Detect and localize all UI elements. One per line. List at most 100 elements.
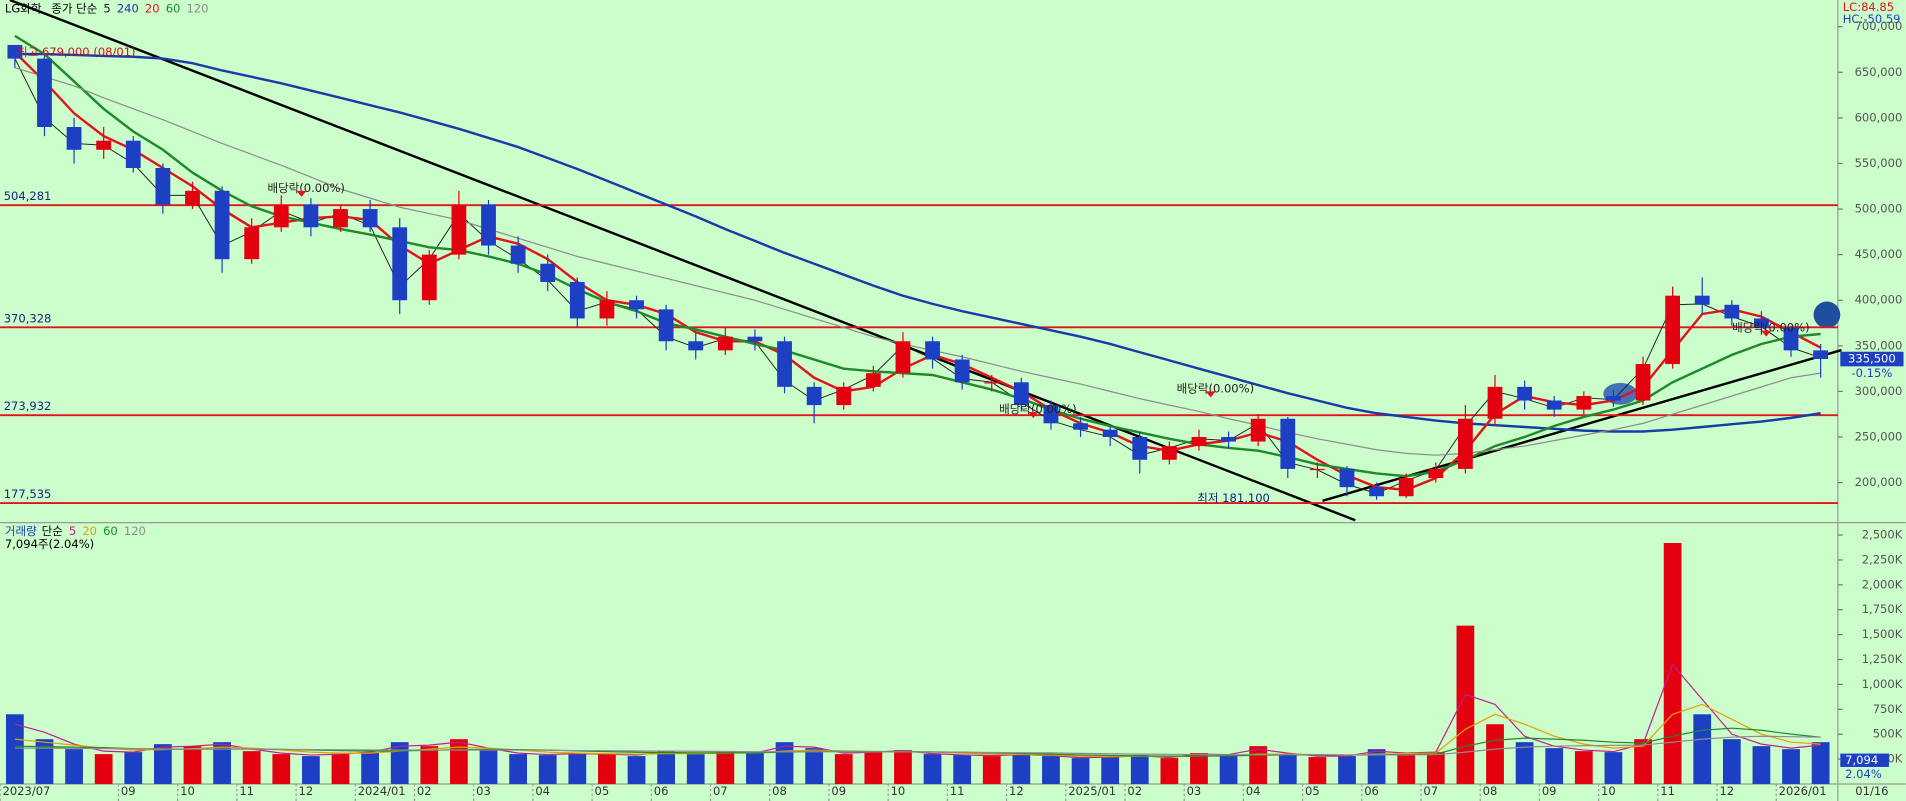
y-tick-label: 500K: [1873, 727, 1903, 741]
annotation: 배당락(0.00%): [267, 181, 344, 195]
last-price-box: [1840, 351, 1904, 367]
volume-bar: [1219, 755, 1238, 784]
volume-bar: [5, 714, 24, 784]
volume-bar: [1604, 752, 1623, 784]
candle-body: [1783, 327, 1799, 351]
legend-entry: 240: [117, 1, 139, 15]
level-label: 504,281: [4, 189, 52, 203]
volume-bar: [1456, 625, 1475, 784]
trend-line: [9, 0, 1356, 522]
y-tick-label: 600,000: [1855, 110, 1903, 124]
candle-body: [96, 140, 112, 150]
candle-body: [185, 190, 200, 205]
x-tick-label: 06: [654, 784, 669, 798]
candle-body: [629, 300, 644, 310]
volume-bar: [716, 752, 735, 784]
candle-body: [1191, 436, 1207, 447]
volume-current-box: [1840, 753, 1889, 767]
x-tick-label: 07: [713, 784, 728, 798]
candle-body: [1073, 423, 1088, 430]
candle-body: [747, 336, 763, 342]
candle-body: [540, 263, 556, 282]
candle-body: [569, 281, 585, 319]
volume-bar: [1811, 742, 1830, 784]
candle-body: [1250, 418, 1266, 442]
candle-body: [66, 127, 82, 150]
y-tick-label: 500,000: [1855, 202, 1903, 216]
volume-bar: [1782, 749, 1800, 784]
volume-bar: [1071, 758, 1090, 784]
candle-body: [303, 204, 319, 228]
volume-bar: [982, 756, 1001, 784]
candle-body: [1398, 478, 1414, 497]
ma-line: [14, 67, 1821, 456]
legend-entry: 20: [82, 524, 97, 538]
volume-bar: [1338, 756, 1356, 784]
volume-bar: [65, 749, 83, 784]
x-tick-label: 11: [1660, 784, 1675, 798]
volume-bar: [1308, 757, 1327, 784]
annotation-arrow: [1205, 391, 1216, 398]
volume-bar: [538, 755, 557, 784]
date-label: 01/16: [1855, 784, 1888, 798]
candle-body: [688, 341, 704, 351]
level-label: 370,328: [4, 311, 52, 325]
x-tick-label: 10: [891, 784, 906, 798]
volume-bar: [1634, 739, 1652, 784]
volume-bar: [479, 750, 498, 784]
volume-bar: [153, 744, 172, 784]
candle-body: [1102, 429, 1118, 437]
volume-bar: [302, 756, 320, 784]
legend-entry: 60: [166, 1, 181, 15]
volume-bar: [1397, 754, 1416, 784]
candle-body: [510, 245, 526, 264]
volume-bar: [1663, 543, 1682, 784]
volume-bar: [94, 754, 113, 784]
indicator: HC:-50.59: [1843, 12, 1901, 26]
y-tick-label: 300,000: [1855, 384, 1903, 398]
legend-entry: 60: [103, 524, 118, 538]
volume-axis-label: 7,094: [1845, 753, 1878, 767]
y-tick-label: 1,750K: [1862, 602, 1903, 616]
candle-body: [125, 140, 141, 169]
candle-body: [1665, 295, 1681, 365]
candle-body: [1694, 295, 1710, 305]
volume-bar: [568, 753, 587, 784]
volume-bar: [1042, 756, 1060, 784]
x-tick-label: 04: [1246, 784, 1261, 798]
volume-bar: [1278, 754, 1297, 784]
candle-body: [1132, 436, 1148, 460]
candle-body: [362, 209, 378, 228]
volume-bar: [1722, 739, 1741, 784]
level-label: 177,535: [4, 487, 52, 501]
volume-bar: [213, 742, 231, 784]
candle-body: [421, 254, 437, 301]
candle-body: [1546, 400, 1562, 410]
volume-axis-label: 2.04%: [1845, 767, 1882, 781]
candle-body: [273, 204, 289, 228]
x-tick-label: 09: [121, 784, 136, 798]
candle-body: [777, 341, 792, 387]
y-tick-label: 200,000: [1855, 475, 1903, 489]
annotation-arrow: [1761, 330, 1772, 337]
candle-body: [836, 386, 852, 406]
annotation-arrow: [296, 190, 307, 197]
y-tick-label: 1,000K: [1862, 677, 1903, 691]
candle-body: [1724, 304, 1740, 319]
candle-body: [392, 227, 408, 301]
candle-body: [7, 44, 23, 59]
candle-body: [155, 168, 171, 205]
subtitle: 종가 단순: [51, 1, 97, 15]
volume-bar: [1486, 724, 1504, 784]
price-legend: LG화학 종가 단순 5 240 20 60 120: [5, 1, 209, 15]
candle-body: [1606, 395, 1621, 401]
marker-circle: [1813, 301, 1841, 329]
candle-body: [1280, 418, 1296, 469]
candle-body: [1369, 487, 1384, 497]
x-tick-label: 2024/01: [358, 784, 406, 798]
volume-bar: [1693, 714, 1712, 784]
x-tick-label: 07: [1423, 784, 1438, 798]
x-tick-label: 04: [535, 784, 550, 798]
annotation: 배당락(0.00%): [1732, 321, 1809, 335]
y-tick-label: 650,000: [1855, 65, 1903, 79]
